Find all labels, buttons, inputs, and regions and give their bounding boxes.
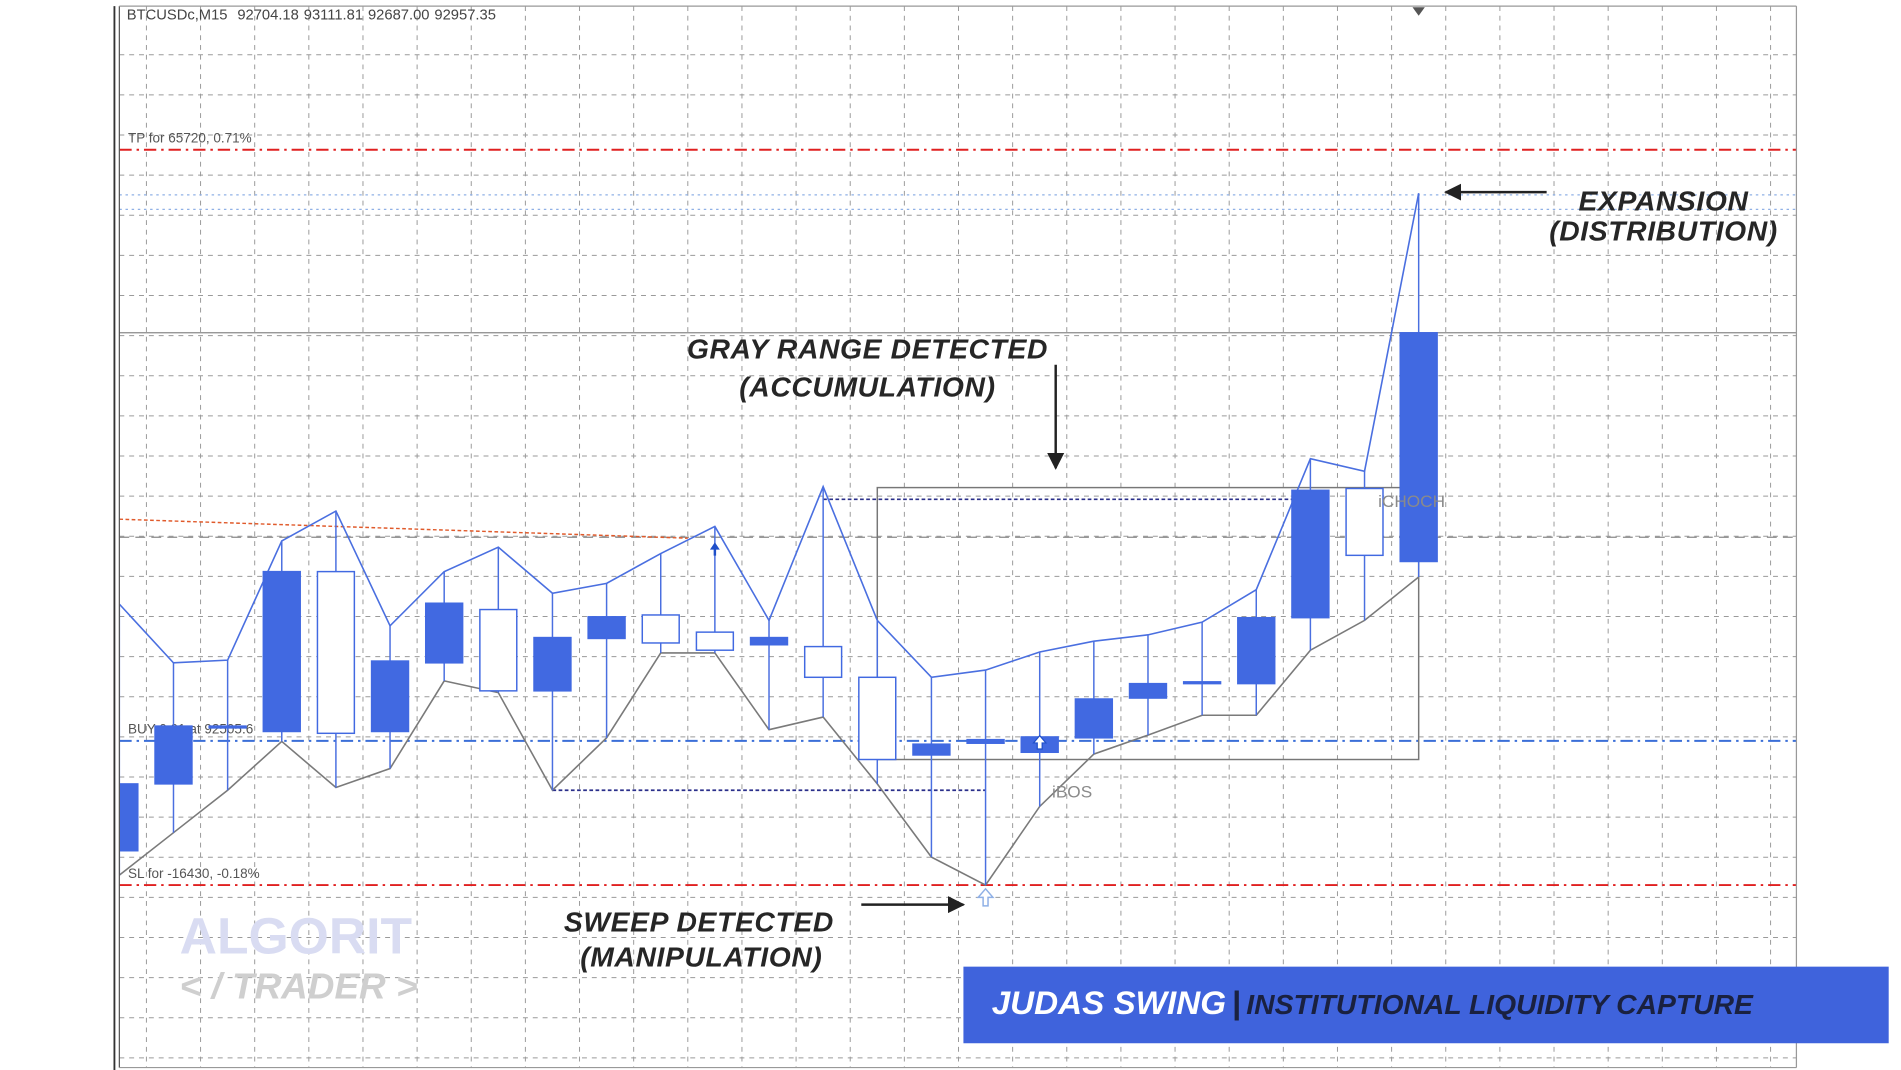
candle-body: [154, 725, 193, 785]
annotation: (MANIPULATION): [580, 942, 822, 973]
candle-body: [479, 608, 518, 692]
annotation: (ACCUMULATION): [739, 372, 995, 403]
plot-area: TP for 65720, 0.71%BUY 0.01 at 92505.6SL…: [119, 130, 1797, 907]
candle-body: [262, 570, 301, 733]
annotation: GRAY RANGE DETECTED: [687, 334, 1048, 365]
candle-body: [316, 570, 356, 735]
banner: [963, 966, 1889, 1044]
candle-body: [1237, 616, 1276, 685]
candle-body: [587, 616, 626, 640]
candle-body: [912, 743, 951, 756]
quote: 92704.18: [237, 8, 299, 24]
candle-body: [1345, 487, 1384, 557]
candle-body: [803, 645, 843, 679]
candle-body: [641, 614, 680, 644]
candle-body: [695, 631, 735, 651]
candle-body: [858, 676, 897, 761]
structure-label: iBOS: [1052, 783, 1092, 802]
logo-name: ALGORIT: [180, 907, 412, 965]
marker: [1412, 7, 1425, 16]
signal-arrow: [709, 542, 720, 556]
signal-arrow: [976, 887, 995, 907]
signal-arrow: [1032, 734, 1048, 750]
candle-body: [1399, 332, 1438, 563]
candle-body: [1291, 489, 1330, 619]
candle-body: [533, 636, 572, 692]
banner-subtitle: INSTITUTIONAL LIQUIDITY CAPTURE: [1246, 989, 1754, 1020]
symbol: BTCUSDc,M15: [127, 8, 228, 24]
logo-tagline: < / TRADER >: [180, 965, 418, 1006]
annotation: (DISTRIBUTION): [1549, 216, 1778, 247]
quote: 92687.00: [368, 8, 430, 24]
banner-separator: |: [1232, 984, 1241, 1021]
quote: 92957.35: [434, 8, 496, 24]
candle-body: [1074, 698, 1114, 739]
quote: 93111.81: [304, 8, 363, 24]
candle-body: [1128, 682, 1168, 699]
candle-body: [1182, 681, 1222, 685]
candle-body: [370, 660, 410, 733]
level-label: SL for -16430, -0.18%: [128, 866, 260, 881]
candle-body: [424, 602, 464, 664]
annotation: SWEEP DETECTED: [564, 907, 834, 938]
level-label: TP for 65720, 0.71%: [128, 130, 252, 145]
candle-body: [749, 636, 789, 646]
candle-body: [966, 738, 1005, 744]
candle-body: [208, 725, 247, 729]
structure-label: iCHOCH: [1378, 492, 1445, 511]
moving-average: [119, 518, 688, 539]
candle-body: [119, 783, 139, 852]
symbol-header: BTCUSDc,M15 92704.18 93111.81 92687.00 92957…: [127, 8, 496, 24]
banner-title: JUDAS SWING: [992, 984, 1226, 1021]
annotation: EXPANSION: [1578, 186, 1748, 217]
banner-text: JUDAS SWING | INSTITUTIONAL LIQUIDITY CA…: [992, 984, 1754, 1021]
